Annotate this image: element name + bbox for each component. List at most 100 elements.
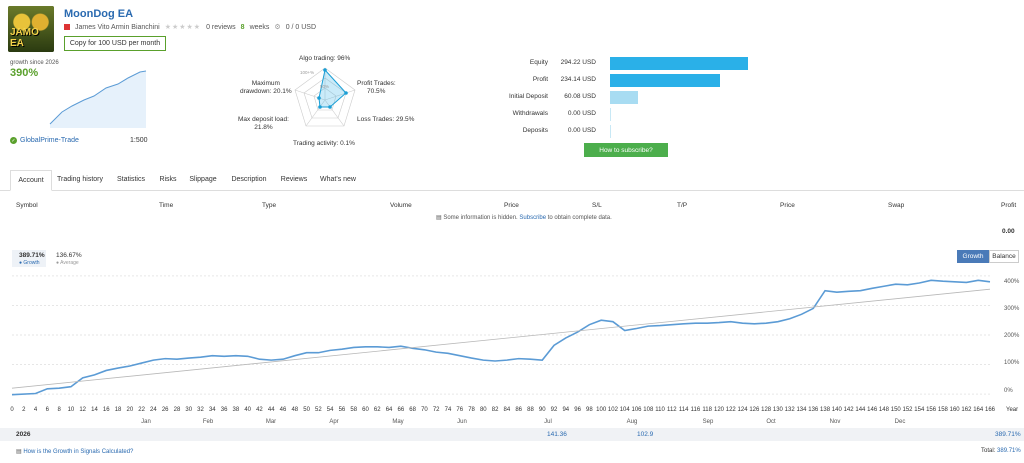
- info-icon: ▤: [16, 449, 22, 455]
- broker-name: GlobalPrime-Trade: [20, 137, 79, 144]
- radar-ring-50: 50%: [320, 84, 330, 89]
- broker-link[interactable]: ✓ GlobalPrime-Trade: [10, 137, 79, 144]
- x-tick: 64: [385, 407, 393, 413]
- x-tick: 122: [725, 407, 736, 413]
- bar-label: Initial Deposit: [508, 93, 548, 100]
- rating-stars-icon: ★★★★★: [164, 24, 202, 31]
- x-tick: 32: [197, 407, 204, 413]
- x-tick: 104: [619, 407, 630, 413]
- x-tick: 124: [737, 407, 748, 413]
- year-total-value: 389.71%: [995, 431, 1021, 438]
- verified-check-icon: ✓: [10, 137, 17, 144]
- x-tick: 68: [409, 407, 416, 413]
- x-tick: 54: [326, 407, 334, 413]
- tab-risks[interactable]: Risks: [159, 176, 177, 183]
- tab-reviews[interactable]: Reviews: [280, 176, 308, 183]
- growth-since-label: growth since 2026: [10, 60, 59, 66]
- signal-title[interactable]: MoonDog EA: [64, 8, 134, 20]
- subscribers-value: 0 / 0 USD: [285, 23, 317, 31]
- info-icon: ▤: [436, 215, 442, 221]
- x-tick: 110: [655, 407, 665, 413]
- x-tick: 144: [855, 407, 866, 413]
- tab-trading-history[interactable]: Trading history: [56, 176, 104, 183]
- copy-button[interactable]: Copy for 100 USD per month: [64, 36, 166, 51]
- tab-whats-new[interactable]: What's new: [320, 176, 356, 183]
- tab-description[interactable]: Description: [231, 176, 267, 183]
- col-time: Time: [159, 202, 174, 209]
- x-tick: 114: [678, 407, 689, 413]
- x-tick: 78: [468, 407, 475, 413]
- x-tick: 24: [150, 407, 157, 413]
- x-tick: 50: [303, 407, 310, 413]
- x-tick: 136: [808, 407, 819, 413]
- x-tick: 146: [867, 407, 878, 413]
- growth-calc-link[interactable]: ▤ How is the Growth in Signals Calculate…: [16, 449, 134, 455]
- month-label: Jul: [544, 419, 552, 425]
- x-tick: 62: [373, 407, 381, 413]
- tab-statistics[interactable]: Statistics: [116, 176, 145, 183]
- author-name[interactable]: James Vito Armin Bianchini: [75, 23, 160, 31]
- radar-chart: [294, 67, 356, 127]
- logo-text: JAMO EA: [10, 27, 39, 49]
- x-tick: 48: [291, 407, 299, 413]
- x-tick: 116: [690, 407, 701, 413]
- tab-account[interactable]: Account: [10, 170, 52, 191]
- month-label: Sep: [702, 419, 714, 425]
- col-tp: T/P: [677, 202, 688, 209]
- growth-summary-label: ● Growth: [19, 260, 40, 266]
- x-tick: 100: [596, 407, 607, 413]
- bar-label: Withdrawals: [512, 110, 548, 117]
- x-tick: 152: [902, 407, 913, 413]
- x-tick: 130: [772, 407, 783, 413]
- x-tick: 128: [761, 407, 772, 413]
- x-tick: 38: [232, 407, 240, 413]
- reviews-count[interactable]: 0 reviews: [206, 23, 236, 31]
- x-tick: 40: [244, 407, 251, 413]
- y-tick: 300%: [1004, 306, 1020, 312]
- balance-toggle-button[interactable]: Balance: [989, 250, 1019, 263]
- x-tick: 16: [102, 407, 110, 413]
- radar-ring-100: 100+%: [300, 70, 315, 75]
- mini-growth-chart: [49, 70, 147, 128]
- subscribe-button[interactable]: How to subscribe?: [584, 143, 668, 157]
- subscribers-icon: ⚙: [274, 24, 281, 31]
- x-tick: 162: [961, 407, 972, 413]
- average-label: ● Average: [56, 260, 79, 266]
- x-tick: 102: [607, 407, 618, 413]
- x-tick: 148: [878, 407, 889, 413]
- x-tick: 92: [550, 407, 558, 413]
- bar-label: Equity: [529, 59, 548, 66]
- x-tick: 8: [57, 407, 61, 413]
- bar-fill: [610, 74, 720, 87]
- x-tick: 58: [350, 407, 358, 413]
- x-tick: 72: [432, 407, 440, 413]
- x-tick: 160: [949, 407, 960, 413]
- month-label: Jun: [457, 419, 467, 425]
- weeks-count: 8: [240, 23, 245, 31]
- x-tick: 4: [33, 407, 38, 413]
- x-tick: 120: [713, 407, 724, 413]
- tab-slippage[interactable]: Slippage: [189, 176, 217, 183]
- x-tick: 94: [562, 407, 570, 413]
- x-tick: 156: [926, 407, 937, 413]
- bar-label: Profit: [532, 76, 548, 83]
- x-tick: 90: [538, 407, 546, 413]
- x-tick: 14: [91, 407, 98, 413]
- x-tick: 150: [890, 407, 901, 413]
- bar-label: Deposits: [522, 127, 548, 134]
- year-row: [0, 428, 1024, 441]
- x-tick: 134: [796, 407, 807, 413]
- x-tick: 0: [10, 407, 14, 413]
- radar-loss-trades: Loss Trades: 29.5%: [357, 116, 415, 123]
- x-tick: 80: [479, 407, 487, 413]
- growth-toggle-button[interactable]: Growth: [957, 250, 989, 263]
- weeks-label: weeks: [249, 23, 270, 31]
- bar-value: 60.08 USD: [564, 93, 596, 100]
- subscribe-link[interactable]: Subscribe: [519, 215, 547, 221]
- col-price-close: Price: [780, 202, 795, 209]
- tab-bar: Account Trading history Statistics Risks…: [0, 170, 1024, 191]
- col-price: Price: [504, 202, 519, 209]
- col-volume: Volume: [390, 202, 412, 209]
- month-label: Feb: [202, 419, 214, 425]
- x-tick: 22: [138, 407, 145, 413]
